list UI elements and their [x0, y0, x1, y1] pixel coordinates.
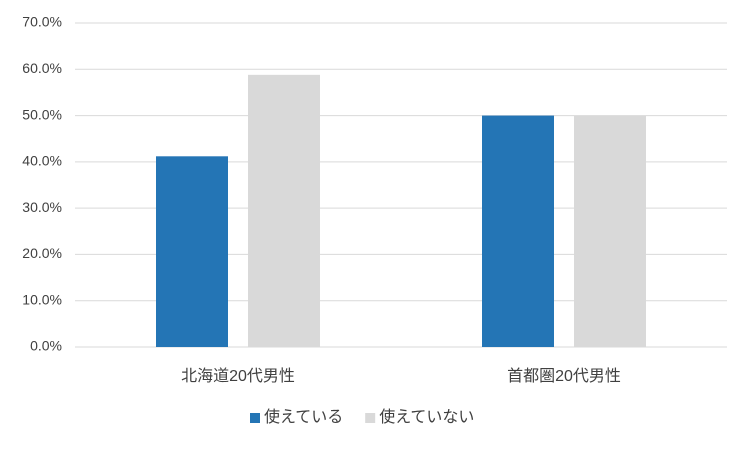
legend-label: 使えていない: [379, 408, 474, 426]
y-tick-label: 60.0%: [22, 60, 62, 76]
legend-swatch: [250, 413, 260, 423]
bar: [574, 115, 646, 347]
y-tick-label: 50.0%: [22, 106, 62, 122]
x-tick-label: 北海道20代男性: [181, 367, 295, 385]
y-tick-label: 0.0%: [30, 338, 62, 354]
legend-label: 使えている: [264, 408, 343, 426]
bar: [248, 74, 320, 347]
y-tick-label: 70.0%: [22, 14, 62, 30]
bar: [156, 156, 228, 347]
bar: [482, 115, 554, 347]
legend-swatch: [365, 413, 376, 423]
y-tick-label: 10.0%: [22, 291, 62, 307]
y-tick-label: 40.0%: [22, 153, 62, 169]
y-tick-label: 20.0%: [22, 245, 62, 261]
x-tick-label: 首都圏20代男性: [507, 367, 621, 385]
y-tick-label: 30.0%: [22, 199, 62, 215]
